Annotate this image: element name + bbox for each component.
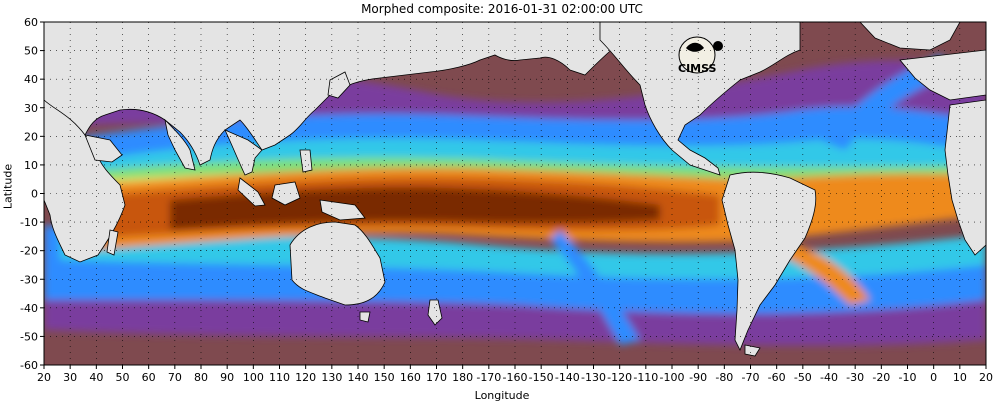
lat-tick-label: -50 bbox=[20, 330, 38, 343]
land-borneo bbox=[271, 181, 301, 206]
lat-tick-label: -40 bbox=[20, 302, 38, 315]
lon-tick-label: 100 bbox=[243, 371, 264, 384]
graticule bbox=[44, 22, 986, 365]
map-title: Morphed composite: 2016-01-31 02:00:00 U… bbox=[361, 2, 643, 16]
lon-tick-label: -20 bbox=[872, 371, 890, 384]
south-atlantic-plume bbox=[780, 240, 870, 305]
lon-tick-label: -100 bbox=[660, 371, 685, 384]
lon-tick-label: -50 bbox=[794, 371, 812, 384]
logo-emblem bbox=[686, 42, 704, 52]
land-eurasia bbox=[44, 22, 641, 166]
lon-tick-label: 110 bbox=[269, 371, 290, 384]
lon-tick-label: -80 bbox=[715, 371, 733, 384]
x-axis-label: Longitude bbox=[474, 389, 530, 402]
land-arabia bbox=[84, 134, 123, 163]
land-europe-east bbox=[899, 49, 986, 101]
lon-tick-label: -150 bbox=[529, 371, 554, 384]
lon-tick-label: -60 bbox=[768, 371, 786, 384]
lon-tick-label: 40 bbox=[89, 371, 103, 384]
atlantic-orange bbox=[760, 173, 986, 225]
lon-tick-label: 0 bbox=[930, 371, 937, 384]
lon-tick-label: -140 bbox=[555, 371, 580, 384]
lon-tick-label: -170 bbox=[476, 371, 501, 384]
logo-text: CIMSS bbox=[678, 62, 717, 75]
longitude-ticks: 20 30 40 50 60 70 80 90 100 110 120 130 140 150 160 170… bbox=[37, 365, 993, 384]
lon-tick-label: 10 bbox=[953, 371, 967, 384]
lat-tick-label: 50 bbox=[24, 45, 38, 58]
lat-tick-label: -10 bbox=[20, 216, 38, 229]
land-japan bbox=[327, 71, 351, 99]
land-india bbox=[164, 118, 196, 171]
land-north-america bbox=[599, 22, 801, 176]
lon-tick-label: 160 bbox=[400, 371, 421, 384]
south-pacific-plume bbox=[550, 230, 640, 345]
lon-tick-label: -130 bbox=[581, 371, 606, 384]
lon-tick-label: -90 bbox=[689, 371, 707, 384]
lon-tick-label: -110 bbox=[633, 371, 658, 384]
lon-tick-label: 180 bbox=[452, 371, 473, 384]
lon-tick-label: -40 bbox=[820, 371, 838, 384]
land-greenland bbox=[859, 22, 961, 51]
land-australia bbox=[289, 221, 386, 306]
lon-tick-label: -160 bbox=[503, 371, 528, 384]
land-madagascar bbox=[106, 229, 119, 256]
lon-tick-label: 70 bbox=[168, 371, 182, 384]
lon-tick-label: 130 bbox=[321, 371, 342, 384]
lat-tick-label: 40 bbox=[24, 73, 38, 86]
cimss-logo: CIMSS bbox=[678, 36, 723, 75]
lat-tick-label: 20 bbox=[24, 130, 38, 143]
land-south-america bbox=[721, 171, 817, 351]
land-newzealand bbox=[427, 299, 443, 326]
lon-tick-label: 120 bbox=[295, 371, 316, 384]
lat-tick-label: -30 bbox=[20, 273, 38, 286]
lat-tick-label: 60 bbox=[24, 16, 38, 29]
lon-tick-label: -30 bbox=[846, 371, 864, 384]
lon-tick-label: 150 bbox=[374, 371, 395, 384]
lon-tick-label: -120 bbox=[607, 371, 632, 384]
lon-tick-label: 30 bbox=[63, 371, 77, 384]
land-tasmania bbox=[359, 311, 371, 323]
lon-tick-label: 90 bbox=[220, 371, 234, 384]
lon-tick-label: -10 bbox=[899, 371, 917, 384]
lon-tick-label: 60 bbox=[142, 371, 156, 384]
lat-tick-label: -20 bbox=[20, 245, 38, 258]
latitude-ticks: 60 50 40 30 20 10 0 -10 -20 -30 -40 -50 -60 bbox=[20, 16, 44, 372]
lon-tick-label: -70 bbox=[742, 371, 760, 384]
lat-tick-label: 0 bbox=[31, 188, 38, 201]
lat-tick-label: -60 bbox=[20, 359, 38, 372]
lon-tick-label: 20 bbox=[979, 371, 993, 384]
lon-tick-label: 80 bbox=[194, 371, 208, 384]
land-africa-east bbox=[944, 99, 986, 256]
land-indochina bbox=[224, 129, 263, 176]
lon-tick-label: 170 bbox=[426, 371, 447, 384]
lon-tick-label: 20 bbox=[37, 371, 51, 384]
land-masses bbox=[44, 22, 986, 357]
lat-tick-label: 30 bbox=[24, 102, 38, 115]
lat-tick-label: 10 bbox=[24, 159, 38, 172]
lon-tick-label: 50 bbox=[116, 371, 130, 384]
land-africa bbox=[44, 99, 126, 263]
land-newguinea bbox=[319, 199, 366, 221]
lon-tick-label: 140 bbox=[348, 371, 369, 384]
logo-dot bbox=[713, 41, 723, 51]
land-antarctic-fragment bbox=[744, 344, 761, 357]
land-sumatra bbox=[237, 177, 266, 207]
y-axis-label: Latitude bbox=[1, 163, 15, 210]
